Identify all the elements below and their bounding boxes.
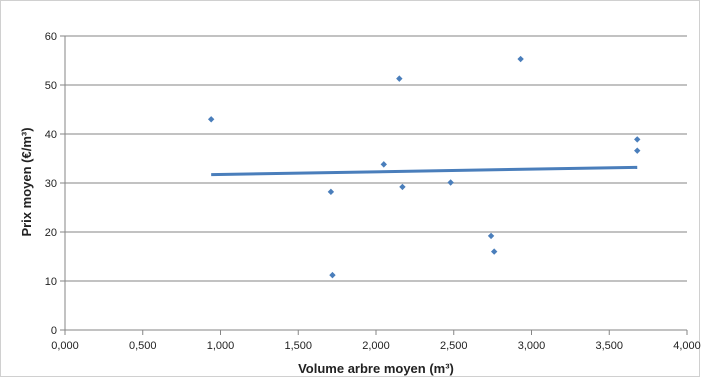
x-tick-label: 0,000: [51, 340, 79, 352]
data-point: [490, 248, 498, 255]
data-point: [207, 116, 215, 123]
data-point: [329, 271, 336, 279]
gridlines: [65, 35, 687, 282]
trendline-group: [211, 165, 638, 177]
y-tick-label: 60: [45, 31, 57, 43]
data-point: [380, 161, 387, 168]
x-tick-label: 1,000: [207, 340, 235, 352]
data-point: [399, 183, 406, 191]
y-tick-label: 10: [45, 276, 57, 288]
data-point: [447, 179, 454, 186]
y-tick-label: 50: [45, 80, 57, 92]
x-tick-labels: 0,000 0,500 1,000 1,500 2,000 2,500 3,000 3,500…: [51, 340, 701, 352]
data-point: [517, 55, 524, 63]
x-tick-label: 2,000: [362, 340, 390, 352]
data-point: [487, 232, 495, 240]
x-axis-title: Volume arbre moyen (m³): [298, 361, 454, 376]
y-tick-labels: 0 10 20 30 40 50 60: [45, 31, 57, 337]
data-points: [207, 55, 641, 279]
x-tick-label: 2,500: [440, 340, 468, 352]
y-tick-label: 20: [45, 227, 57, 239]
trendline: [211, 165, 638, 177]
y-tick-label: 40: [45, 129, 57, 141]
data-point: [327, 188, 335, 196]
y-axis-title: Prix moyen (€/m³): [19, 127, 34, 236]
data-point: [396, 75, 403, 82]
data-point: [634, 147, 641, 154]
x-tick-label: 0,500: [129, 340, 157, 352]
x-tick-label: 3,500: [595, 340, 623, 352]
x-tick-label: 4,000: [673, 340, 701, 352]
x-tick-label: 3,000: [518, 340, 546, 352]
data-point: [634, 136, 641, 143]
y-tick-label: 0: [51, 325, 57, 337]
axes: [60, 35, 688, 335]
x-tick-label: 1,500: [284, 340, 312, 352]
y-tick-label: 30: [45, 178, 57, 190]
